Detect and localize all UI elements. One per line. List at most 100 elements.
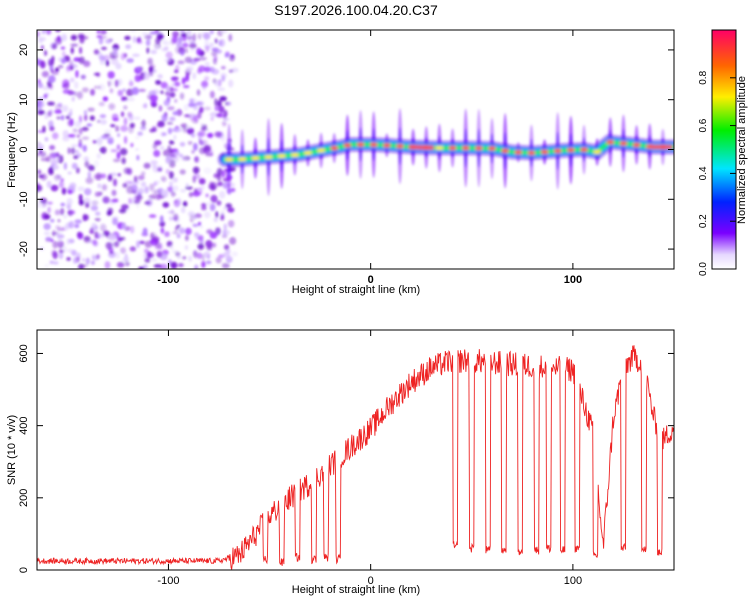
noise-speckle — [75, 167, 80, 174]
noise-speckle — [132, 53, 140, 58]
noise-speckle — [172, 177, 178, 183]
spectrogram-ytick-label: -10 — [18, 191, 30, 207]
noise-speckle — [196, 47, 202, 56]
noise-speckle — [170, 261, 178, 269]
noise-speckle — [93, 85, 102, 90]
noise-speckle — [183, 84, 190, 89]
noise-speckle — [69, 77, 75, 83]
noise-speckle — [40, 173, 48, 181]
noise-speckle — [114, 79, 119, 88]
noise-speckle — [221, 170, 226, 178]
ridge-hotspot — [277, 153, 286, 159]
noise-speckle — [46, 101, 55, 106]
noise-speckle — [48, 84, 54, 90]
noise-speckle — [202, 85, 207, 91]
noise-speckle — [52, 152, 58, 157]
noise-speckle — [197, 33, 202, 40]
noise-speckle — [140, 181, 147, 188]
ridge-hotspot-core — [555, 149, 561, 153]
noise-speckle — [107, 207, 114, 215]
noise-speckle — [78, 194, 83, 202]
noise-speckle — [157, 74, 163, 79]
noise-speckle — [184, 245, 189, 250]
noise-speckle — [185, 183, 189, 188]
noise-speckle — [60, 202, 66, 207]
noise-speckle — [83, 35, 89, 40]
noise-speckle — [44, 50, 48, 56]
noise-speckle — [134, 199, 141, 204]
noise-speckle — [73, 91, 78, 97]
noise-speckle — [201, 80, 209, 88]
noise-speckle — [60, 178, 64, 182]
noise-speckle — [228, 69, 234, 73]
noise-speckle — [60, 114, 65, 121]
noise-speckle — [52, 240, 58, 249]
noise-speckle — [136, 66, 142, 72]
noise-speckle — [156, 33, 164, 40]
noise-speckle — [71, 136, 76, 140]
noise-speckle — [221, 262, 230, 269]
colorbar-tick-label: 0.8 — [698, 70, 709, 84]
noise-speckle — [197, 221, 202, 226]
noise-speckle — [141, 171, 146, 176]
noise-speckle — [170, 245, 174, 250]
noise-speckle — [103, 54, 110, 62]
noise-speckle — [122, 183, 128, 188]
noise-speckle — [80, 74, 86, 79]
noise-speckle — [185, 235, 189, 241]
noise-speckle — [67, 112, 72, 116]
noise-speckle — [97, 183, 102, 189]
noise-speckle — [99, 114, 107, 119]
noise-speckle — [171, 128, 179, 132]
ridge-hotspot-core — [384, 144, 390, 147]
noise-speckle — [148, 90, 157, 96]
noise-speckle — [94, 191, 101, 197]
noise-speckle — [142, 73, 150, 80]
noise-speckle — [128, 114, 134, 122]
noise-speckle — [77, 186, 85, 192]
noise-speckle — [154, 46, 159, 50]
noise-speckle — [142, 227, 148, 236]
noise-speckle — [134, 135, 140, 140]
noise-speckle — [51, 55, 55, 63]
noise-speckle — [72, 257, 78, 264]
noise-speckle — [198, 147, 206, 155]
noise-speckle — [78, 46, 83, 55]
noise-speckle — [221, 30, 228, 34]
noise-speckle — [65, 67, 71, 73]
noise-speckle — [200, 127, 208, 131]
noise-speckle — [48, 167, 54, 176]
noise-speckle — [192, 173, 201, 180]
noise-speckle — [63, 245, 67, 254]
noise-speckle — [58, 251, 64, 260]
ridge-hotspot-core — [476, 146, 482, 150]
noise-speckle — [196, 252, 203, 260]
noise-speckle — [212, 57, 217, 65]
noise-speckle — [226, 256, 233, 261]
noise-speckle — [50, 69, 55, 73]
noise-speckle — [204, 66, 211, 73]
noise-speckle — [45, 30, 52, 35]
noise-speckle — [105, 39, 112, 44]
noise-speckle — [169, 91, 176, 98]
noise-speckle — [76, 231, 82, 238]
noise-speckle — [118, 236, 126, 241]
noise-speckle — [137, 131, 143, 136]
noise-speckle — [52, 261, 59, 265]
noise-speckle — [137, 174, 145, 181]
noise-speckle — [180, 156, 187, 162]
noise-speckle — [179, 141, 186, 147]
noise-speckle — [165, 156, 170, 164]
spectrogram-ytick-label: 20 — [18, 44, 30, 56]
noise-speckle — [144, 34, 153, 40]
noise-speckle — [104, 129, 112, 134]
ridge-hotspot-core — [397, 144, 403, 148]
noise-speckle — [120, 204, 129, 210]
noise-speckle — [91, 253, 96, 260]
noise-speckle — [98, 83, 106, 92]
noise-speckle — [153, 189, 161, 196]
ridge-hotspot-core — [568, 148, 574, 152]
noise-speckle — [128, 80, 134, 87]
noise-speckle — [78, 199, 84, 206]
noise-speckle — [211, 50, 218, 57]
